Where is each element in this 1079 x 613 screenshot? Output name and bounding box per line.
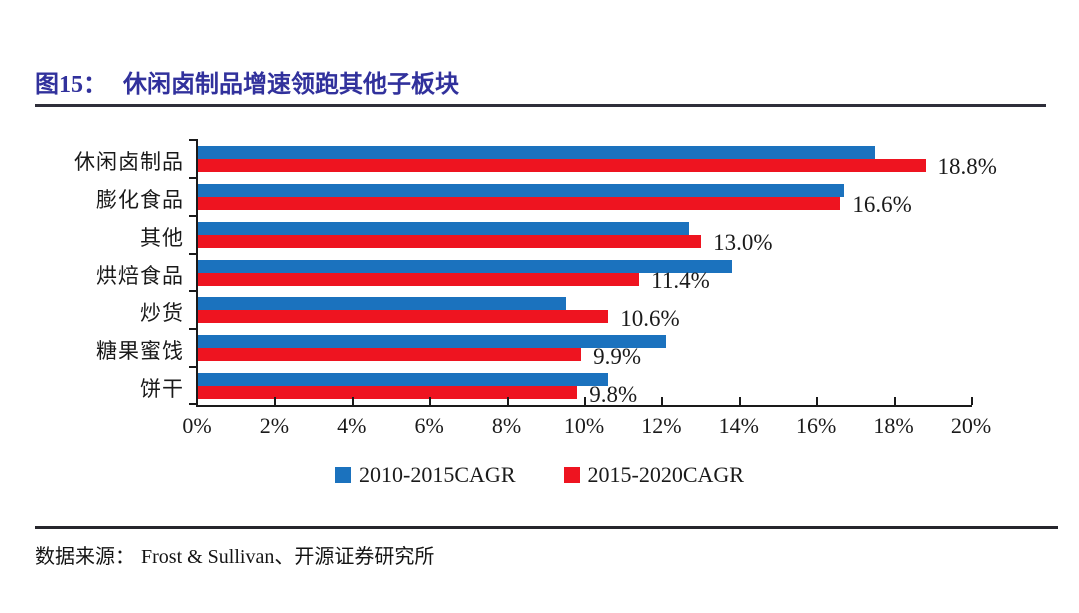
y-axis-tick <box>189 176 198 179</box>
category-label: 烘焙食品 <box>96 263 184 288</box>
figure-header: 图15： 休闲卤制品增速领跑其他子板块 <box>35 64 459 99</box>
x-axis-tick <box>429 397 432 405</box>
legend-swatch-icon <box>563 467 580 483</box>
data-label: 11.4% <box>651 268 710 293</box>
x-axis-tick <box>971 397 973 405</box>
legend-swatch-icon <box>335 467 352 483</box>
category-label: 饼干 <box>140 377 184 402</box>
x-axis-label: 18% <box>873 413 914 438</box>
bar-2015-2020CAGR-膨化食品 <box>198 196 841 210</box>
bar-2015-2020CAGR-其他 <box>198 234 702 248</box>
x-axis-label: 14% <box>718 413 759 438</box>
x-axis-label: 4% <box>337 413 367 438</box>
source-text: Frost & Sullivan、开源证券研究所 <box>141 546 435 568</box>
y-axis-tick <box>189 328 198 331</box>
data-label: 13.0% <box>713 230 773 256</box>
x-axis-tick <box>893 397 896 405</box>
source-label: 数据来源： <box>35 546 135 568</box>
x-axis-tick <box>274 397 277 405</box>
legend-label: 2010-2015CAGR <box>359 462 516 487</box>
data-label: 10.6% <box>620 305 680 331</box>
footer-divider <box>35 526 1058 529</box>
bar-chart-plot-area: 18.8% 16.6% 13.0% 11.4% 10.6% 9.9% 9.8% <box>189 139 997 407</box>
x-axis-tick <box>661 397 664 405</box>
bar-2010-2015CAGR-休闲卤制品 <box>198 145 876 159</box>
data-source-line: 数据来源： Frost & Sullivan、开源证券研究所 <box>35 540 434 569</box>
data-label: 9.9% <box>593 343 642 369</box>
x-axis-label: 20% <box>950 413 992 438</box>
bar-2015-2020CAGR-炒货 <box>198 310 609 324</box>
bar-2015-2020CAGR-烘焙食品 <box>198 272 640 286</box>
legend-label: 2015-2020CAGR <box>587 462 744 487</box>
bar-2015-2020CAGR-饼干 <box>198 386 578 400</box>
y-axis-tick <box>189 366 198 369</box>
title-divider <box>35 104 1046 107</box>
bar-2010-2015CAGR-炒货 <box>198 297 566 311</box>
bar-2010-2015CAGR-饼干 <box>198 373 609 387</box>
chart-legend: 2010-2015CAGR 2015-2020CAGR <box>0 462 1079 488</box>
figure-title: 休闲卤制品增速领跑其他子板块 <box>123 72 459 98</box>
data-label: 18.8% <box>937 154 997 180</box>
x-axis-label: 0% <box>182 413 212 438</box>
bar-2010-2015CAGR-糖果蜜饯 <box>198 335 667 349</box>
legend-item-2010-2015CAGR: 2010-2015CAGR <box>335 462 516 488</box>
category-label: 膨化食品 <box>96 187 184 212</box>
x-axis-label: 6% <box>414 413 444 438</box>
category-label: 糖果蜜饯 <box>96 339 184 364</box>
x-axis-label: 10% <box>563 413 605 438</box>
x-axis-label: 16% <box>796 413 837 438</box>
bar-2010-2015CAGR-膨化食品 <box>198 183 845 197</box>
x-axis-tick <box>584 397 586 405</box>
category-label: 休闲卤制品 <box>74 149 184 174</box>
y-axis-tick <box>189 139 198 141</box>
bar-2010-2015CAGR-烘焙食品 <box>198 259 733 273</box>
category-label: 其他 <box>140 225 184 250</box>
legend-item-2015-2020CAGR: 2015-2020CAGR <box>563 462 744 488</box>
bar-2015-2020CAGR-休闲卤制品 <box>198 158 926 172</box>
y-axis-tick <box>189 403 198 405</box>
x-axis-label: 8% <box>491 413 522 438</box>
x-axis-tick <box>351 397 354 405</box>
bar-2010-2015CAGR-其他 <box>198 221 690 235</box>
y-axis-tick <box>189 214 198 217</box>
y-axis-tick <box>189 290 198 293</box>
y-axis-tick <box>189 252 198 255</box>
figure-number-label: 图15： <box>35 72 107 98</box>
category-label: 炒货 <box>140 301 184 326</box>
x-axis-tick <box>506 397 509 405</box>
bar-2015-2020CAGR-糖果蜜饯 <box>198 348 582 362</box>
x-axis-tick <box>816 397 819 405</box>
x-axis-tick <box>738 397 741 405</box>
x-axis-label: 12% <box>641 413 682 438</box>
data-label: 16.6% <box>852 192 912 218</box>
data-label: 9.8% <box>589 381 638 407</box>
x-axis-label: 2% <box>259 413 290 438</box>
